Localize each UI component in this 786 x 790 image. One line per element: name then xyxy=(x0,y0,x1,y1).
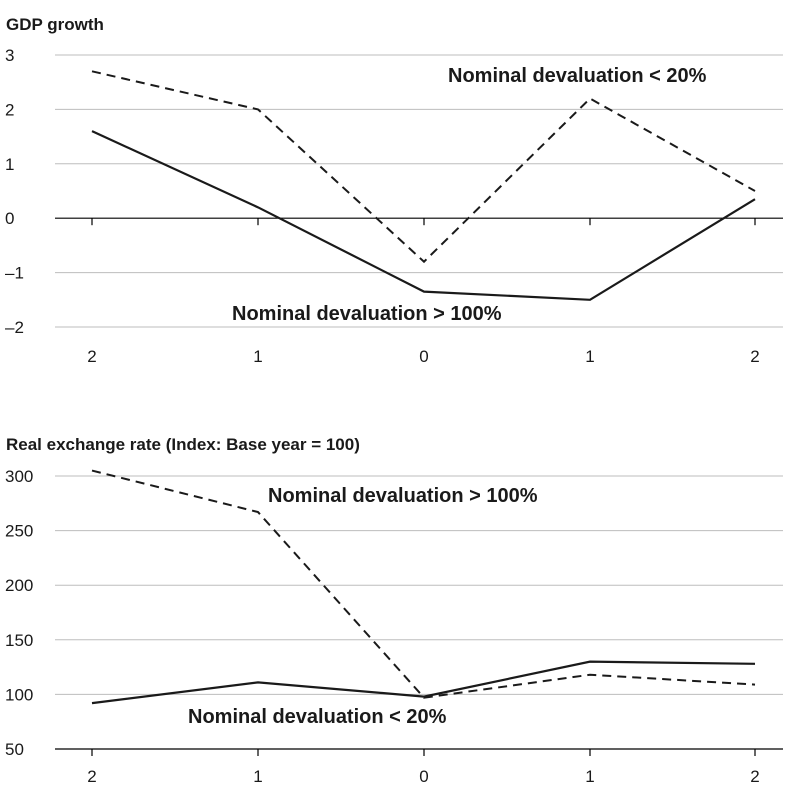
x-tick-label: 0 xyxy=(419,347,428,366)
series-line-solid xyxy=(91,130,756,301)
series-annotation: Nominal devaluation < 20% xyxy=(448,65,707,87)
y-tick-label: –1 xyxy=(5,264,24,283)
y-tick-label: 3 xyxy=(5,46,14,65)
y-tick-label: 0 xyxy=(5,209,14,228)
x-tick-label: 2 xyxy=(750,347,759,366)
y-tick-label: 100 xyxy=(5,685,33,704)
series-line-dashed xyxy=(91,70,756,264)
chart-title: GDP growth xyxy=(6,15,104,34)
y-tick-label: 150 xyxy=(5,631,33,650)
y-tick-label: 50 xyxy=(5,740,24,759)
y-tick-label: –2 xyxy=(5,318,24,337)
y-tick-label: 200 xyxy=(5,576,33,595)
gdp-growth-chart: GDP growth 3 2 1 0 –1 –2 2 1 0 1 2 Nominal devaluat… xyxy=(5,15,783,366)
x-tick-label: 0 xyxy=(419,767,428,786)
series-annotation: Nominal devaluation < 20% xyxy=(188,706,447,728)
x-tick-label: 1 xyxy=(585,347,594,366)
series-line-solid xyxy=(91,660,756,705)
y-tick-label: 1 xyxy=(5,155,14,174)
y-tick-label: 2 xyxy=(5,100,14,119)
x-tick-label: 2 xyxy=(87,767,96,786)
chart-title: Real exchange rate (Index: Base year = 1… xyxy=(6,435,360,454)
y-tick-label: 250 xyxy=(5,522,33,541)
x-tick-label: 2 xyxy=(87,347,96,366)
y-tick-label: 300 xyxy=(5,467,33,486)
real-exchange-rate-chart: Real exchange rate (Index: Base year = 1… xyxy=(5,435,783,786)
series-annotation: Nominal devaluation > 100% xyxy=(268,485,538,507)
series-annotation: Nominal devaluation > 100% xyxy=(232,303,502,325)
x-tick-label: 2 xyxy=(750,767,759,786)
x-tick-label: 1 xyxy=(253,767,262,786)
x-tick-label: 1 xyxy=(585,767,594,786)
x-tick-label: 1 xyxy=(253,347,262,366)
